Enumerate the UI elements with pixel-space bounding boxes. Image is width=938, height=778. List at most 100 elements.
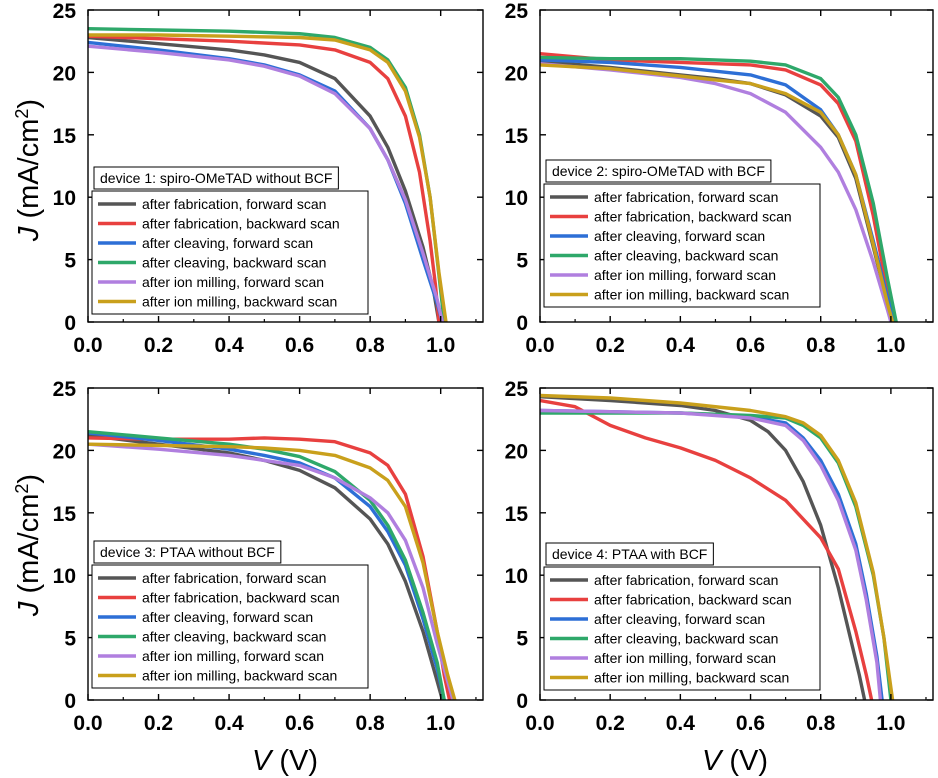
legend: device 4: PTAA with BCF after fabrication… <box>543 542 821 691</box>
legend-title: device 2: spiro-OMeTAD with BCF <box>552 163 765 179</box>
series-lines <box>540 393 895 700</box>
series-line-2 <box>540 52 895 322</box>
legend-title: device 1: spiro-OMeTAD without BCF <box>100 170 332 186</box>
series-line-6 <box>88 442 457 700</box>
series-line-5 <box>540 408 883 700</box>
legend: device 1: spiro-OMeTAD without BCF after … <box>91 166 369 315</box>
y-tick-label: 20 <box>505 440 528 463</box>
legend-entry-5: after ion milling, forward scan <box>142 274 324 290</box>
legend-entry-5: after ion milling, forward scan <box>594 650 776 666</box>
y-tick-label: 0 <box>64 690 76 713</box>
x-tick-label: 0.0 <box>73 334 102 357</box>
legend-entry-2: after fabrication, backward scan <box>594 209 792 225</box>
legend-entry-1: after fabrication, forward scan <box>594 189 778 205</box>
legend-entry-6: after ion milling, backward scan <box>594 670 789 686</box>
plot-frame <box>539 387 934 701</box>
legend-entry-1: after fabrication, forward scan <box>142 196 326 212</box>
x-tick-label: 1.0 <box>426 334 455 357</box>
y-tick-label: 0 <box>516 690 528 713</box>
x-tick-label: 0.8 <box>356 334 386 357</box>
y-tick-label: 5 <box>64 250 76 273</box>
x-tick-label: 0.4 <box>666 712 696 735</box>
legend-entry-1: after fabrication, forward scan <box>594 572 778 588</box>
legend-title-box <box>93 540 282 564</box>
legend-entry-2: after fabrication, backward scan <box>142 216 340 232</box>
x-tick-label: 0.2 <box>144 712 173 735</box>
y-tick-label: 20 <box>53 440 76 463</box>
y-tick-label: 5 <box>516 628 528 651</box>
x-tick-label: 0.2 <box>596 334 625 357</box>
legend-entry-3: after cleaving, forward scan <box>594 611 765 627</box>
y-tick-label: 5 <box>64 628 76 651</box>
y-tick-label: 15 <box>53 503 77 526</box>
legend-entry-6: after ion milling, backward scan <box>594 287 789 303</box>
series-lines <box>540 52 898 322</box>
legend-entry-1: after fabrication, forward scan <box>142 570 326 586</box>
x-tick-label: 0.8 <box>806 712 836 735</box>
x-axis-label-left: V (V) <box>252 745 318 777</box>
x-tick-label: 0.6 <box>285 334 314 357</box>
panel-bottom-left: 0.0 0.2 0.4 0.6 0.8 1.0 0 5 10 15 20 25 device 3: PT… <box>53 378 484 735</box>
legend-entry-2: after fabrication, backward scan <box>594 592 792 608</box>
series-line-2 <box>540 398 874 700</box>
y-tick-label: 25 <box>505 378 529 401</box>
plot-frame <box>87 387 484 701</box>
x-tick-label: 0.4 <box>666 334 696 357</box>
x-tick-label: 0.0 <box>73 712 102 735</box>
panel-top-right: 0.0 0.2 0.4 0.6 0.8 1.0 0 5 10 15 20 25 device 2: sp… <box>505 0 934 357</box>
x-tick-label: 0.6 <box>285 712 314 735</box>
plot-frame <box>87 9 484 323</box>
x-tick-label: 0.0 <box>525 712 554 735</box>
legend-entry-4: after cleaving, backward scan <box>594 631 778 647</box>
x-tick-label: 0.4 <box>214 712 244 735</box>
legend-entry-6: after ion milling, backward scan <box>142 668 337 684</box>
y-tick-label: 20 <box>53 62 76 85</box>
panel-bottom-right: 0.0 0.2 0.4 0.6 0.8 1.0 0 5 10 15 20 25 device 4: PT… <box>505 378 934 735</box>
x-tick-label: 1.0 <box>426 712 455 735</box>
y-tick-label: 0 <box>64 312 76 335</box>
legend-entry-6: after ion milling, backward scan <box>142 294 337 310</box>
x-tick-label: 0.8 <box>356 712 386 735</box>
panels: 0.0 0.2 0.4 0.6 0.8 1.0 0 5 10 15 20 25 device 1: sp… <box>53 0 934 735</box>
series-line-5 <box>88 442 455 700</box>
legend-entry-4: after cleaving, backward scan <box>594 248 778 264</box>
series-line-1 <box>88 433 445 700</box>
y-tick-label: 20 <box>505 62 528 85</box>
x-tick-label: 1.0 <box>876 334 905 357</box>
x-tick-label: 0.6 <box>736 334 765 357</box>
legend-box <box>543 183 821 308</box>
legend-entry-3: after cleaving, forward scan <box>142 609 313 625</box>
plot-frame <box>539 9 934 323</box>
legend-title-box <box>545 159 772 183</box>
x-axis-label-right: V (V) <box>702 745 768 777</box>
legend-entry-2: after fabrication, backward scan <box>142 590 340 606</box>
x-tick-label: 0.8 <box>806 334 836 357</box>
series-lines <box>88 430 457 700</box>
legend-entry-3: after cleaving, forward scan <box>594 228 765 244</box>
y-axis-label-bottom: J (mA/cm2) <box>12 474 45 617</box>
y-tick-label: 10 <box>505 187 528 210</box>
y-tick-label: 5 <box>516 250 528 273</box>
legend-box <box>91 190 369 315</box>
x-tick-label: 0.4 <box>214 334 244 357</box>
legend: device 2: spiro-OMeTAD with BCF after fab… <box>543 159 821 308</box>
legend-entry-3: after cleaving, forward scan <box>142 235 313 251</box>
legend-entry-4: after cleaving, backward scan <box>142 629 326 645</box>
panel-top-left: 0.0 0.2 0.4 0.6 0.8 1.0 0 5 10 15 20 25 device 1: sp… <box>53 0 484 357</box>
x-tick-label: 0.6 <box>736 712 765 735</box>
y-tick-label: 10 <box>505 565 528 588</box>
legend-entry-5: after ion milling, forward scan <box>142 648 324 664</box>
series-line-2 <box>88 34 441 322</box>
legend-title-box <box>93 166 339 190</box>
y-axis-label-top: J (mA/cm2) <box>12 99 45 242</box>
legend-entry-5: after ion milling, forward scan <box>594 267 776 283</box>
legend-box <box>91 564 369 689</box>
series-line-1 <box>540 395 867 700</box>
legend-title: device 3: PTAA without BCF <box>100 544 275 560</box>
y-tick-label: 25 <box>53 0 77 23</box>
legend-title: device 4: PTAA with BCF <box>552 546 707 562</box>
legend-box <box>543 566 821 691</box>
series-line-6 <box>540 63 895 322</box>
y-tick-label: 25 <box>505 0 529 23</box>
